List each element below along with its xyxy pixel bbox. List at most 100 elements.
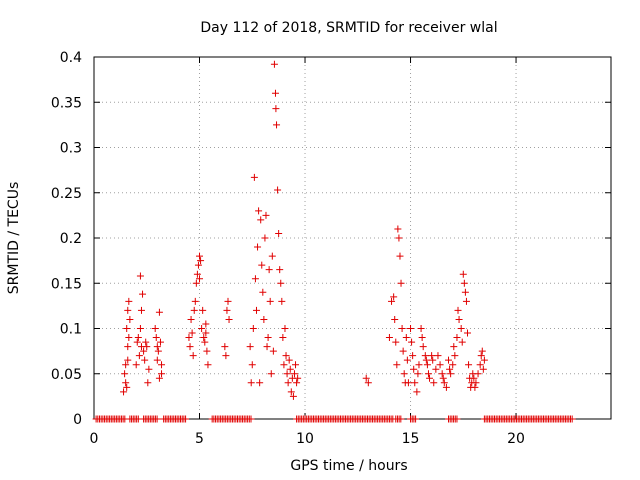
- plot-frame: [93, 56, 612, 420]
- data-point: [479, 365, 487, 373]
- y-axis-label: SRMTID / TECUs: [6, 182, 22, 295]
- data-point: [388, 297, 396, 305]
- data-point: [257, 216, 265, 224]
- data-point: [145, 365, 153, 373]
- data-point: [394, 225, 402, 233]
- data-point: [268, 252, 276, 260]
- data-point: [459, 270, 467, 278]
- data-point: [464, 329, 472, 337]
- data-point: [434, 352, 442, 360]
- y-tick-label: 0.4: [60, 50, 82, 66]
- data-point: [246, 343, 254, 351]
- data-point: [251, 275, 259, 283]
- data-point: [410, 365, 418, 373]
- data-point: [132, 361, 140, 369]
- data-point: [196, 252, 204, 260]
- data-point: [274, 186, 282, 194]
- data-point: [137, 306, 145, 314]
- data-point: [153, 343, 161, 351]
- data-point: [136, 272, 144, 280]
- data-point: [275, 229, 283, 237]
- x-tick-label: 10: [296, 431, 314, 447]
- grid-lines: [94, 57, 611, 419]
- data-point: [404, 379, 412, 387]
- data-point: [421, 352, 429, 360]
- data-point: [125, 334, 133, 342]
- data-point: [423, 361, 431, 369]
- data-point: [457, 325, 465, 332]
- data-point: [397, 415, 405, 423]
- data-point: [474, 370, 482, 378]
- x-axis-ticks: 0 5 10 15 20: [90, 57, 525, 447]
- data-point: [135, 352, 143, 360]
- data-point: [290, 370, 298, 378]
- data-point: [144, 379, 152, 387]
- data-point: [140, 347, 148, 355]
- data-point: [286, 365, 294, 373]
- y-tick-label: 0.3: [60, 141, 82, 157]
- x-axis-label: GPS time / hours: [290, 458, 407, 474]
- data-point: [403, 356, 411, 364]
- data-point: [399, 347, 407, 355]
- data-point: [142, 338, 150, 346]
- data-point: [256, 379, 264, 387]
- data-point: [122, 361, 130, 369]
- data-point: [139, 290, 147, 298]
- y-axis-ticks: 0 0.05 0.1 0.15 0.2 0.25 0.3 0.35 0.4: [51, 50, 611, 428]
- x-tick-label: 5: [195, 431, 204, 447]
- y-tick-label: 0.35: [51, 95, 82, 111]
- data-point: [247, 415, 255, 423]
- data-point: [397, 279, 405, 287]
- data-point: [201, 338, 209, 346]
- data-point: [124, 343, 132, 351]
- data-point: [255, 207, 263, 215]
- data-point: [407, 325, 415, 332]
- data-point: [414, 370, 422, 378]
- data-point: [460, 279, 468, 287]
- data-point: [453, 334, 461, 342]
- data-point: [408, 338, 416, 346]
- data-point: [193, 270, 201, 278]
- data-point: [462, 297, 470, 305]
- data-point: [362, 374, 370, 382]
- data-point: [411, 379, 419, 387]
- data-point: [289, 392, 297, 400]
- data-point: [276, 266, 284, 274]
- data-point: [222, 352, 230, 360]
- data-point: [154, 347, 162, 355]
- data-point: [277, 279, 285, 287]
- data-point: [188, 329, 196, 337]
- data-point: [391, 315, 399, 323]
- data-point: [412, 415, 420, 423]
- data-point: [270, 60, 278, 68]
- data-point: [250, 173, 258, 181]
- data-point: [133, 338, 141, 346]
- data-point: [292, 361, 300, 369]
- data-point: [398, 325, 406, 332]
- data-point: [429, 356, 437, 364]
- data-point: [478, 347, 486, 355]
- data-point: [480, 356, 488, 364]
- data-point: [450, 343, 458, 351]
- data-point: [152, 334, 160, 342]
- data-point: [272, 105, 280, 113]
- data-point: [252, 306, 260, 314]
- data-point: [223, 306, 231, 314]
- data-point: [436, 361, 444, 369]
- data-point: [477, 352, 485, 360]
- data-point: [265, 266, 273, 274]
- data-point: [396, 252, 404, 260]
- data-point: [225, 315, 233, 323]
- data-point: [476, 361, 484, 369]
- data-point: [124, 306, 132, 314]
- data-point: [472, 379, 480, 387]
- data-point: [417, 325, 425, 332]
- data-point: [432, 365, 440, 373]
- data-point: [273, 121, 281, 129]
- data-point: [269, 347, 277, 355]
- data-point: [287, 388, 295, 396]
- data-point: [260, 315, 268, 323]
- data-point: [453, 415, 461, 423]
- data-point: [247, 379, 255, 387]
